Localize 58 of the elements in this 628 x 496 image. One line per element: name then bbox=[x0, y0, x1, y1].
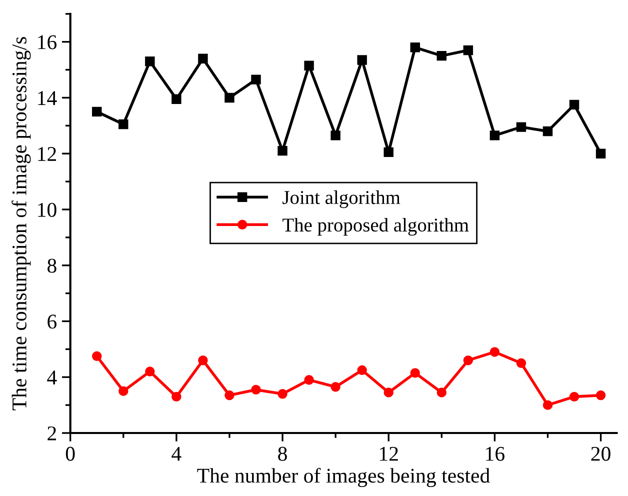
y-tick-label: 6 bbox=[48, 314, 57, 329]
point bbox=[542, 126, 553, 136]
y-tick-label: 8 bbox=[48, 258, 56, 273]
point bbox=[304, 375, 314, 385]
point bbox=[463, 45, 474, 56]
point bbox=[224, 390, 234, 400]
point bbox=[569, 392, 580, 402]
point bbox=[410, 42, 420, 52]
y-tick-label: 16 bbox=[38, 35, 57, 50]
point bbox=[516, 122, 526, 132]
point bbox=[436, 50, 447, 61]
point bbox=[172, 94, 182, 104]
point bbox=[92, 351, 102, 362]
x-axis-title: The number of images being tested bbox=[197, 468, 490, 488]
point bbox=[490, 130, 500, 140]
x-tick-label: 0 bbox=[66, 446, 75, 461]
point bbox=[172, 392, 182, 402]
point bbox=[145, 56, 155, 66]
point bbox=[330, 130, 340, 140]
point bbox=[384, 388, 394, 398]
point bbox=[384, 147, 394, 158]
x-tick-label: 12 bbox=[380, 446, 398, 461]
point bbox=[490, 347, 500, 357]
y-tick-label: 2 bbox=[48, 426, 56, 440]
point bbox=[118, 119, 128, 130]
point bbox=[304, 60, 314, 70]
x-tick-label: 4 bbox=[172, 446, 182, 461]
y-tick-label: 12 bbox=[38, 147, 56, 161]
point bbox=[224, 92, 234, 103]
point bbox=[463, 356, 474, 366]
point bbox=[357, 55, 367, 65]
point bbox=[92, 106, 102, 117]
point bbox=[516, 358, 526, 368]
point bbox=[251, 74, 261, 84]
point bbox=[436, 388, 447, 398]
y-tick-label: 10 bbox=[38, 202, 56, 217]
point bbox=[357, 365, 367, 375]
point bbox=[569, 100, 580, 110]
legend-label: Joint algorithm bbox=[282, 190, 400, 208]
point bbox=[278, 146, 288, 156]
point bbox=[410, 368, 420, 378]
point bbox=[596, 390, 606, 400]
point bbox=[118, 386, 128, 396]
legend-label: The proposed algorithm bbox=[282, 218, 469, 236]
y-tick-label: 14 bbox=[38, 91, 57, 105]
point bbox=[542, 400, 553, 410]
point bbox=[278, 389, 288, 399]
x-tick-label: 20 bbox=[591, 446, 610, 461]
point bbox=[330, 382, 340, 392]
x-tick-label: 16 bbox=[486, 446, 504, 461]
x-tick-label: 8 bbox=[278, 446, 287, 461]
point bbox=[596, 148, 606, 158]
point bbox=[198, 356, 208, 366]
y-tick-label: 4 bbox=[47, 370, 57, 384]
y-axis-title: The time consumption of image processing/s bbox=[12, 37, 31, 410]
point bbox=[251, 384, 261, 395]
point bbox=[145, 366, 155, 376]
point bbox=[198, 54, 208, 64]
